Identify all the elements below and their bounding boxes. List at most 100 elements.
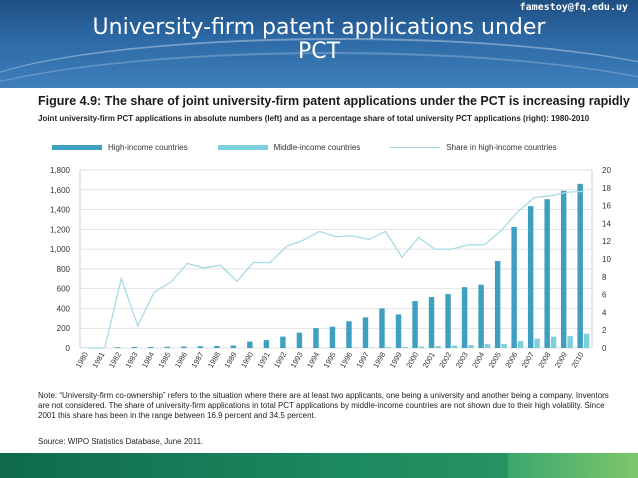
bar-high-income [214, 346, 220, 348]
bar-high-income [544, 199, 550, 348]
legend-swatch-share-line [390, 147, 441, 148]
x-tick-label: 2007 [520, 351, 536, 370]
bar-high-income [511, 226, 517, 348]
x-tick-label: 2008 [536, 351, 552, 370]
bar-high-income [577, 183, 583, 348]
x-tick-label: 2002 [437, 351, 453, 370]
bar-middle-income [567, 336, 573, 348]
figure-note: Note: “University-firm co-ownership” ref… [38, 391, 609, 420]
slide-title-line2: PCT [297, 39, 341, 64]
figure-source: Source: WIPO Statistics Database, June 2… [38, 437, 204, 446]
x-tick-label: 2005 [487, 350, 503, 369]
header-wave-decoration [0, 38, 638, 88]
slide-footer-bar [0, 453, 638, 478]
x-tick-label: 1988 [206, 351, 222, 370]
bar-middle-income [451, 345, 458, 348]
y-tick-label-right: 8 [602, 273, 607, 282]
bar-middle-income [550, 336, 557, 348]
x-tick-label: 1990 [239, 351, 255, 370]
bar-middle-income [534, 338, 540, 348]
x-tick-label: 1991 [256, 351, 272, 370]
bar-high-income [131, 347, 137, 348]
figure-subtitle: Joint university-firm PCT applications i… [38, 114, 590, 123]
x-tick-label: 1994 [305, 351, 321, 370]
x-tick-label: 2009 [553, 351, 569, 370]
y-tick-label-right: 12 [602, 237, 611, 246]
x-tick-label: 1984 [140, 351, 156, 370]
y-tick-label-left: 600 [57, 285, 71, 294]
legend-swatch-middle-income [217, 145, 268, 150]
bar-high-income [280, 336, 286, 348]
bar-high-income [412, 301, 418, 348]
bar-high-income [164, 346, 171, 348]
y-tick-label-left: 0 [66, 344, 71, 353]
bar-middle-income [418, 346, 425, 348]
x-tick-label: 1997 [355, 351, 371, 370]
slide-title-line1: University-firm patent applications unde… [92, 15, 546, 40]
x-tick-label: 2000 [404, 351, 420, 370]
slide-title: University-firm patent applications unde… [0, 16, 638, 64]
y-tick-label-left: 1,800 [50, 166, 71, 175]
bar-high-income [181, 346, 187, 348]
legend-item-high-income: High-income countries [52, 143, 188, 152]
header-wave-decoration [0, 52, 638, 88]
bar-high-income [461, 287, 468, 348]
y-tick-label-right: 14 [602, 219, 611, 228]
bar-high-income [296, 332, 303, 348]
bar-high-income [313, 328, 319, 348]
legend-item-share-line: Share in high-income countries [390, 143, 557, 152]
x-tick-label: 1985 [156, 351, 172, 370]
x-tick-label: 2003 [454, 351, 470, 370]
y-tick-label-left: 200 [57, 324, 71, 333]
bar-middle-income [501, 344, 507, 348]
bar-high-income [148, 347, 154, 348]
x-tick-label: 2004 [470, 351, 486, 370]
y-tick-label-right: 6 [602, 291, 607, 300]
bar-high-income [329, 326, 336, 348]
share-line [88, 190, 584, 349]
y-tick-label-right: 10 [602, 255, 611, 264]
x-tick-label: 1998 [371, 351, 387, 370]
bar-high-income [379, 308, 385, 348]
legend-label-high-income: High-income countries [108, 143, 188, 152]
x-tick-label: 1982 [107, 351, 123, 370]
legend-swatch-high-income [52, 145, 102, 150]
bar-middle-income [484, 344, 491, 348]
x-tick-label: 1992 [272, 351, 288, 370]
y-tick-label-right: 20 [602, 166, 611, 175]
y-tick-label-left: 400 [57, 304, 71, 313]
bar-high-income [478, 284, 484, 348]
author-email: famestoy@fq.edu.uy [519, 2, 628, 13]
y-tick-label-right: 4 [602, 308, 607, 317]
y-tick-label-left: 1,200 [50, 225, 71, 234]
x-tick-label: 1995 [322, 351, 338, 370]
x-tick-label: 1981 [90, 351, 106, 370]
y-tick-label-left: 800 [57, 265, 71, 274]
legend-item-middle-income: Middle-income countries [217, 143, 360, 152]
y-tick-label-left: 1,400 [50, 206, 71, 215]
y-tick-label-left: 1,600 [50, 186, 71, 195]
bar-high-income [362, 317, 369, 348]
bar-high-income [428, 297, 435, 348]
figure-title: Figure 4.9: The share of joint universit… [38, 94, 630, 108]
x-tick-label: 2001 [421, 351, 437, 370]
y-tick-label-right: 18 [602, 184, 611, 193]
bar-high-income [197, 346, 204, 348]
bar-high-income [445, 294, 451, 348]
x-tick-label: 1980 [74, 351, 90, 370]
x-tick-label: 1993 [289, 351, 305, 370]
bar-middle-income [468, 345, 474, 348]
bar-high-income [395, 314, 402, 348]
legend-label-share-line: Share in high-income countries [446, 143, 557, 152]
bar-middle-income [435, 346, 441, 348]
y-tick-label-right: 0 [602, 344, 607, 353]
bar-line-chart: 0 200 400 600 800 1,000 1,200 1,400 1,600 1,800 0 2… [50, 166, 611, 370]
y-tick-label-right: 2 [602, 326, 607, 335]
slide-header: famestoy@fq.edu.uy University-firm paten… [0, 0, 638, 88]
bar-high-income [560, 190, 567, 348]
footer-accent [508, 453, 638, 478]
bar-high-income [527, 206, 534, 348]
x-tick-label: 2006 [503, 351, 519, 370]
bar-middle-income [402, 347, 408, 348]
x-tick-label: 1987 [189, 351, 205, 370]
